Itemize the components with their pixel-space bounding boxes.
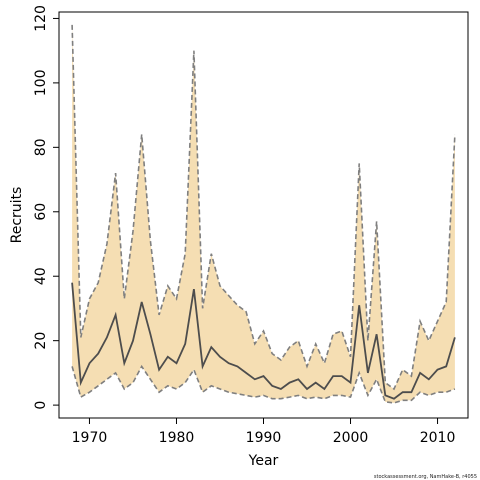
x-tick-label: 1990	[246, 430, 282, 446]
y-axis: 0 20 40 60 80 100 120	[33, 5, 59, 410]
series-line-layer	[71, 24, 456, 404]
lower-bound-line	[71, 364, 456, 404]
x-axis-title: Year	[248, 453, 279, 469]
confidence-band-layer	[72, 24, 455, 403]
y-axis-title: Recruits	[9, 187, 25, 244]
x-axis: 1970 1980 1990 2000 2010	[72, 418, 456, 446]
estimate-line	[71, 282, 456, 400]
footer-credit: stockassessment.org, NamHake-B, r4055	[374, 474, 477, 480]
y-tick-label: 100	[33, 70, 49, 97]
y-tick-label: 40	[33, 267, 49, 285]
y-tick-label: 20	[33, 332, 49, 350]
x-tick-label: 1980	[159, 430, 195, 446]
y-tick-label: 80	[33, 138, 49, 156]
upper-bound-line	[71, 24, 456, 391]
x-tick-label: 2000	[333, 430, 369, 446]
x-tick-label: 2010	[420, 430, 456, 446]
y-tick-label: 120	[33, 5, 49, 32]
confidence-band	[72, 24, 455, 403]
y-tick-label: 60	[33, 203, 49, 221]
x-tick-label: 1970	[72, 430, 108, 446]
y-tick-label: 0	[33, 401, 49, 410]
